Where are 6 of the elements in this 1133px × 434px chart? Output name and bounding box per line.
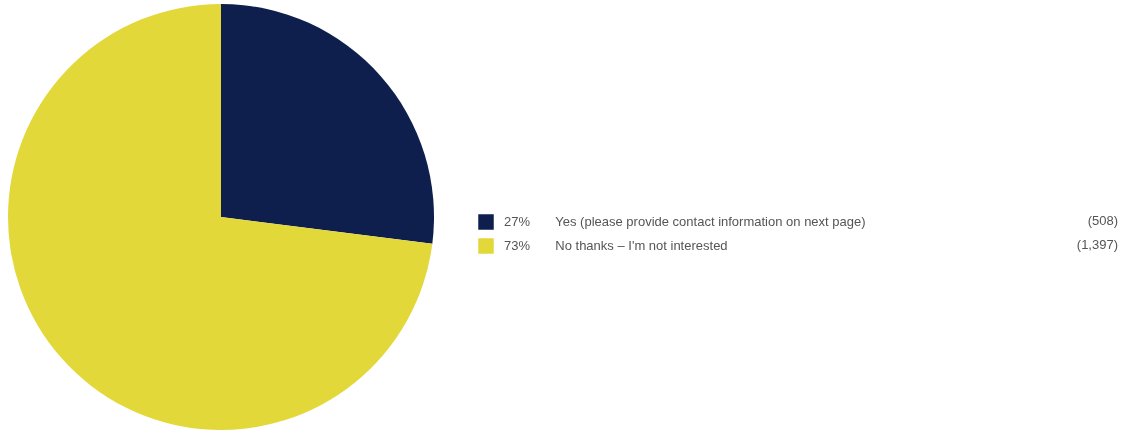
text: (1,397)	[1076, 237, 1118, 252]
pie-slice	[8, 4, 433, 430]
text: (508)	[1087, 213, 1118, 228]
legend-label: 27% Yes (please provide contact information on next page)	[504, 214, 866, 229]
legend-label: 73% No thanks – I'm not interested	[504, 238, 728, 253]
pie-slice	[221, 4, 434, 244]
